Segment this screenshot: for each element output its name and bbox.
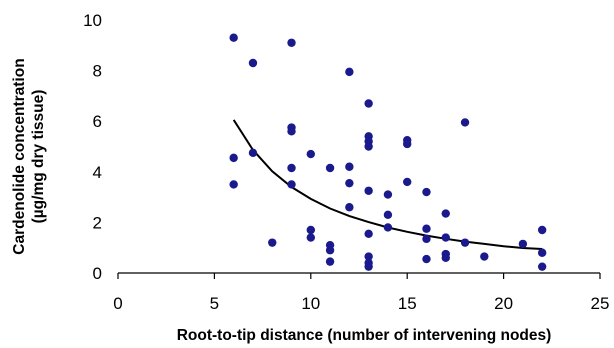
data-point [364, 262, 373, 271]
data-point [364, 252, 373, 261]
data-point [518, 239, 528, 249]
data-point [287, 163, 296, 173]
data-point [287, 38, 296, 47]
data-point [364, 229, 373, 238]
data-point [383, 210, 393, 220]
y-tick-label: 2 [93, 213, 102, 232]
data-point [268, 238, 277, 247]
data-point [537, 225, 547, 235]
data-point [403, 177, 412, 187]
y-tick-label: 10 [83, 11, 102, 30]
x-tick-label: 0 [113, 294, 122, 313]
data-point [460, 118, 470, 127]
data-point [229, 33, 238, 42]
data-point [403, 139, 412, 149]
data-point [287, 180, 296, 189]
data-point [306, 225, 315, 235]
data-point [248, 58, 258, 68]
data-point [537, 248, 547, 257]
data-point [325, 163, 335, 173]
x-tick-label: 20 [494, 294, 513, 313]
data-point [229, 180, 238, 189]
data-point [345, 203, 354, 212]
y-axis-title-line1: Cardenolide concentration [11, 58, 28, 254]
data-point [537, 262, 547, 271]
y-tick-label: 6 [93, 112, 102, 131]
data-point [480, 252, 489, 261]
x-tick-label: 25 [591, 294, 610, 313]
data-point [422, 187, 431, 197]
data-point [364, 99, 373, 108]
data-point [441, 233, 450, 242]
x-tick-label: 10 [301, 294, 320, 313]
data-point [229, 153, 238, 163]
y-tick-label: 4 [93, 163, 102, 182]
data-point [460, 238, 470, 247]
y-ticks: 0 2 4 6 8 10 [83, 11, 102, 283]
data-point [325, 246, 335, 255]
data-point [345, 162, 354, 171]
data-point [325, 257, 335, 266]
data-point [345, 67, 354, 77]
data-point [422, 224, 431, 233]
data-point [306, 233, 315, 242]
data-point [422, 254, 431, 264]
data-point [383, 190, 393, 199]
y-axis-title-line2: (µg/mg dry tissue) [30, 90, 47, 224]
x-axis-title: Root-to-tip distance (number of interven… [177, 327, 552, 344]
data-point [306, 149, 315, 159]
data-point [364, 142, 373, 151]
data-point [248, 148, 258, 158]
y-tick-label: 8 [93, 62, 102, 81]
data-points [229, 33, 547, 271]
data-point [383, 223, 393, 232]
data-point [441, 253, 450, 263]
x-ticks: 0 5 10 15 20 25 [113, 273, 609, 313]
x-tick-label: 5 [210, 294, 219, 313]
data-point [441, 209, 450, 218]
data-point [422, 234, 431, 244]
y-tick-label: 0 [93, 264, 102, 283]
data-point [364, 186, 373, 195]
data-point [345, 178, 354, 188]
data-point [287, 127, 296, 136]
x-tick-label: 15 [398, 294, 417, 313]
axes: 0 5 10 15 20 25 0 2 4 6 8 10 [83, 11, 609, 313]
